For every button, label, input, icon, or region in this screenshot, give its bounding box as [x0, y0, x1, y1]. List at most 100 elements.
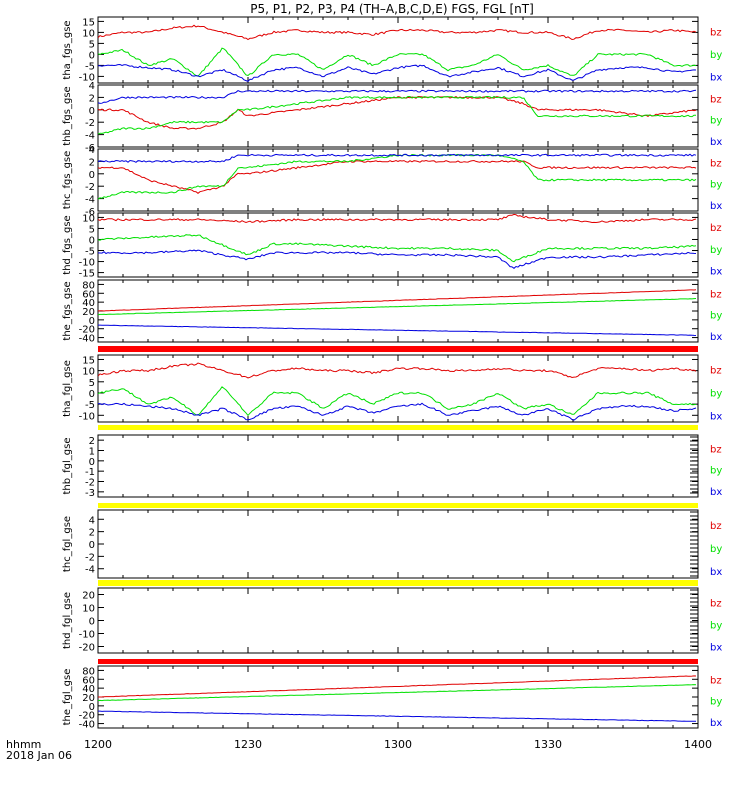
series-bz-line: [98, 362, 697, 379]
status-bars: [98, 346, 698, 664]
y-axis-label: thc_fgl_gse: [62, 516, 73, 572]
y-tick-label: 2: [89, 157, 95, 168]
y-tick-label: 0: [89, 540, 95, 551]
y-tick-label: 2: [89, 528, 95, 539]
y-tick-label: -5: [85, 400, 95, 411]
y-tick-label: -2: [85, 182, 95, 193]
panel-frame: [97, 665, 699, 729]
legend-by: by: [710, 544, 722, 555]
y-tick-label: 4: [89, 81, 95, 92]
y-axis-label: thd_fgs_gse: [62, 215, 73, 274]
legend-by: by: [710, 245, 722, 256]
series-by-line: [98, 684, 697, 702]
legend-bz: bz: [710, 521, 722, 532]
panel-frame: [97, 434, 699, 498]
legend-by: by: [710, 180, 722, 191]
y-tick-label: -2: [85, 118, 95, 129]
y-tick-label: 10: [82, 367, 95, 378]
y-tick-label: -20: [79, 711, 95, 722]
series-bz-line: [98, 289, 697, 312]
y-tick-label: 0: [89, 316, 95, 327]
y-tick-label: 2: [89, 436, 95, 447]
legend-bz: bz: [710, 159, 722, 170]
y-tick-label: -5: [85, 247, 95, 258]
y-axis-label: thc_fgs_gse: [62, 151, 73, 210]
y-tick-label: -15: [79, 269, 95, 280]
y-tick-label: -1: [85, 467, 95, 478]
y-tick-label: 2: [89, 93, 95, 104]
y-axis-label: tha_fgs_gse: [62, 20, 73, 79]
y-tick-label: 0: [89, 389, 95, 400]
series-bz-line: [98, 95, 697, 130]
series-by-line: [98, 234, 697, 263]
y-tick-label: -10: [79, 411, 95, 422]
x-tick-label: 1330: [534, 738, 562, 751]
y-axis-label: thb_fgs_gse: [62, 86, 73, 145]
legend-bz: bz: [710, 95, 722, 106]
y-tick-label: 0: [89, 170, 95, 181]
series-by-line: [98, 386, 697, 417]
series-bx-line: [98, 89, 697, 104]
series-bx-line: [98, 153, 697, 163]
y-tick-label: 10: [82, 28, 95, 39]
legend-bx: bx: [710, 487, 722, 498]
y-axis-label: the_fgs_gse: [62, 281, 73, 340]
series-by-line: [98, 95, 697, 135]
y-tick-label: -10: [79, 630, 95, 641]
y-tick-label: 15: [82, 17, 95, 28]
legend-by: by: [710, 50, 722, 61]
y-axis-label: thb_fgl_gse: [62, 438, 73, 495]
y-tick-label: -4: [85, 565, 95, 576]
legend-bx: bx: [710, 72, 722, 83]
status-bar-yellow: [98, 503, 698, 508]
legend-bz: bz: [710, 598, 722, 609]
legend-bz: bz: [710, 676, 722, 687]
panel-frame: [97, 212, 699, 278]
legend-bz: bz: [710, 366, 722, 377]
y-tick-label: 20: [82, 591, 95, 602]
legend-bx: bx: [710, 718, 722, 729]
y-tick-label: -10: [79, 258, 95, 269]
legend-bx: bx: [710, 643, 722, 654]
y-tick-label: 1: [89, 447, 95, 458]
legend-by: by: [710, 389, 722, 400]
y-tick-label: 15: [82, 355, 95, 366]
status-bar-yellow: [98, 425, 698, 430]
panel-frame: [97, 279, 699, 343]
y-tick-label: 80: [82, 280, 95, 291]
panel-thd_fgl_gse: 20 10 0 -10 -20 thd_fgl_gse bz by bx: [62, 587, 722, 654]
y-tick-label: 10: [82, 213, 95, 224]
status-bar-red: [98, 659, 698, 664]
series-bx-line: [98, 710, 696, 722]
legend-bz: bz: [710, 290, 722, 301]
legend-bx: bx: [710, 567, 722, 578]
x-tick-label: 1200: [84, 738, 112, 751]
x-tick-label: 1230: [234, 738, 262, 751]
panel-thc_fgl_gse: 4 20-2 -4 thc_fgl_gse bz by bx: [62, 509, 722, 579]
legend-bx: bx: [710, 201, 722, 212]
legend-bx: bx: [710, 332, 722, 343]
y-axis-label: the_fgl_gse: [62, 669, 73, 726]
y-tick-label: -2: [85, 478, 95, 489]
series-bx-line: [98, 63, 697, 82]
y-tick-label: 60: [82, 289, 95, 300]
series-bz-line: [98, 675, 697, 698]
y-tick-label: -4: [85, 195, 95, 206]
legend-bz: bz: [710, 445, 722, 456]
series-bz-line: [98, 159, 697, 194]
panel-thb_fgl_gse: 210-1-2-3 thb_fgl_gse bz by bx: [62, 434, 722, 499]
y-tick-label: 80: [82, 666, 95, 677]
y-tick-label: 60: [82, 675, 95, 686]
x-axis-date-label: 2018 Jan 06: [6, 749, 72, 762]
y-tick-label: -6: [85, 207, 95, 218]
y-tick-label: -10: [79, 72, 95, 83]
y-tick-label: 0: [89, 106, 95, 117]
y-tick-label: 5: [89, 224, 95, 235]
y-tick-label: 0: [89, 617, 95, 628]
y-tick-label: 4: [89, 145, 95, 156]
